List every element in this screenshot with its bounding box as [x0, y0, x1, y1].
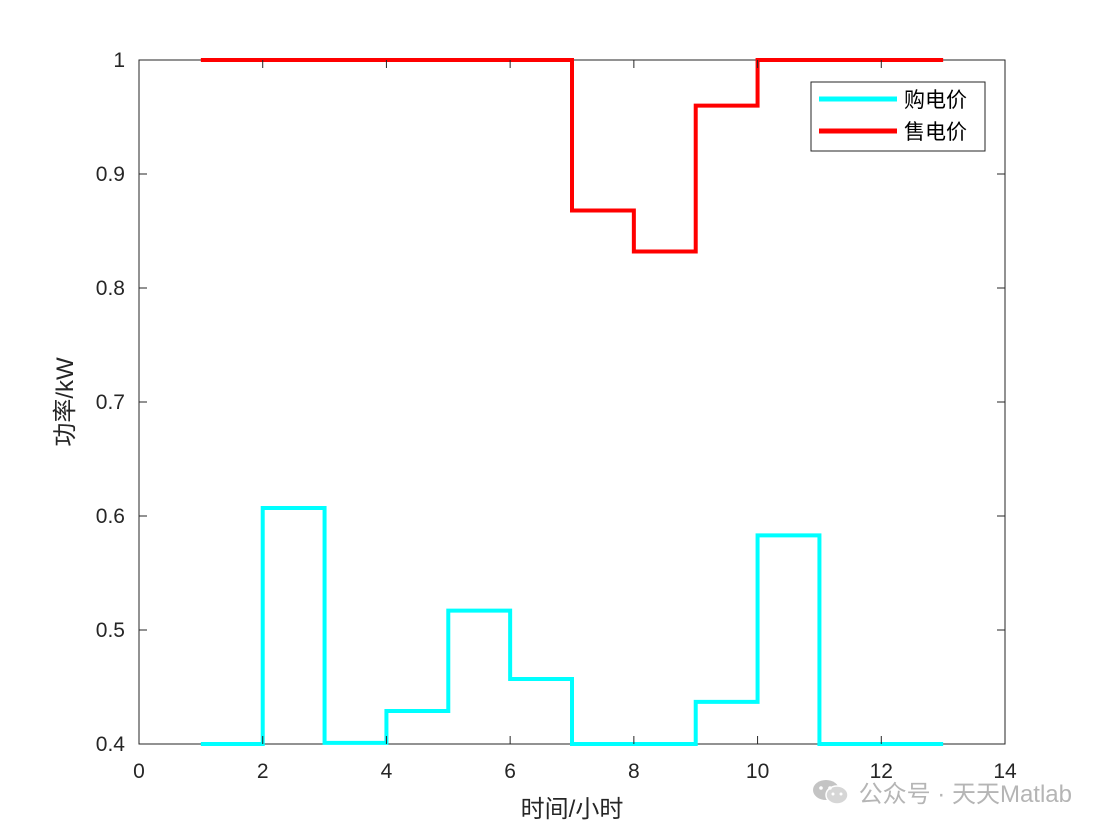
- y-tick-label: 0.9: [96, 163, 125, 186]
- tick-layer: 0 2 4 6 8 10 12 14 0.4 0.5 0.6 0.7 0.8 0.9 1: [96, 49, 1017, 783]
- x-tick-label: 14: [993, 760, 1017, 783]
- legend-label-buy-price: 购电价: [904, 89, 967, 112]
- legend-box: [810, 81, 986, 152]
- legend: 购电价 售电价: [810, 81, 986, 152]
- y-axis-label: 功率/kW: [52, 357, 79, 447]
- watermark-text: 公众号 · 天天Matlab: [858, 781, 1072, 808]
- watermark: 公众号 · 天天Matlab: [811, 774, 1072, 809]
- y-tick-label: 0.6: [96, 505, 125, 528]
- y-tick-label: 0.4: [96, 733, 126, 756]
- y-tick-label: 0.7: [96, 391, 125, 414]
- y-tick-label: 0.5: [96, 619, 125, 642]
- x-tick-label: 10: [746, 760, 769, 783]
- y-tick-label: 0.8: [96, 277, 125, 300]
- x-tick-label: 8: [628, 760, 640, 783]
- x-tick-label: 12: [870, 760, 893, 783]
- x-tick-label: 0: [133, 760, 145, 783]
- series-layer: [200, 58, 944, 746]
- x-tick-label: 6: [504, 760, 516, 783]
- legend-label-sell-price: 售电价: [904, 121, 967, 144]
- x-tick-label: 4: [381, 760, 393, 783]
- wechat-icon: [812, 779, 849, 805]
- series-line-0: [200, 506, 944, 746]
- series-line-1: [200, 58, 944, 254]
- x-axis-label: 时间/小时: [521, 796, 624, 823]
- y-tick-label: 1: [113, 49, 125, 72]
- x-tick-label: 2: [257, 760, 269, 783]
